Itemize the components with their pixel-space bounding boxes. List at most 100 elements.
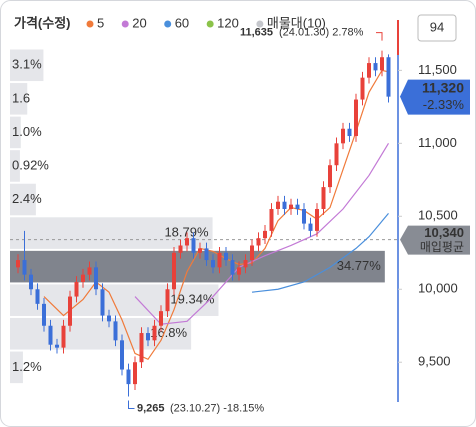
average-box	[400, 225, 470, 255]
candle-body	[321, 187, 326, 209]
y-tick-label: 11,500	[418, 62, 457, 77]
candle-body	[94, 267, 98, 290]
profile-label: 1.6	[12, 90, 30, 105]
candle-body	[48, 325, 53, 345]
candle-body	[347, 128, 352, 137]
y-tick-label: 11,000	[418, 135, 457, 150]
profile-bar	[10, 49, 44, 82]
candle-body	[165, 289, 170, 312]
candle-body	[22, 260, 27, 275]
average-text: 매입평균	[420, 240, 464, 254]
candle-body	[29, 274, 33, 290]
profile-bar	[10, 116, 21, 149]
profile-bar	[10, 250, 385, 283]
candle-body	[256, 238, 261, 246]
profile-bar	[10, 83, 28, 115]
candle-body	[204, 248, 209, 261]
current-box	[400, 79, 470, 115]
candle-body	[61, 325, 66, 348]
candle-body	[198, 248, 202, 253]
profile-bar	[10, 183, 36, 216]
legend-label: 120	[217, 15, 239, 30]
candle-body	[243, 260, 248, 268]
candle-body	[74, 281, 79, 297]
candle-body	[354, 99, 358, 137]
high-detail: (24.01.30) 2.78%	[279, 27, 364, 39]
legend-label: 5	[97, 15, 104, 30]
candle-body	[289, 204, 293, 209]
candle-body	[178, 245, 183, 253]
candle-body	[172, 252, 176, 290]
candle-body	[35, 289, 40, 304]
candle-body	[107, 315, 111, 322]
candle-body	[133, 362, 137, 385]
legend-dot	[86, 20, 94, 28]
y-tick-label: 9,500	[418, 354, 451, 369]
current-change: -2.33%	[423, 97, 465, 112]
profile-label: 1.0%	[12, 124, 42, 139]
low-label: 9,265	[137, 402, 165, 414]
legend-label: 60	[175, 15, 189, 30]
legend-dot	[164, 20, 172, 28]
profile-label: 1.2%	[12, 359, 42, 374]
badge-box[interactable]	[417, 14, 457, 42]
candle-body	[224, 252, 228, 261]
high-pointer	[376, 32, 383, 41]
profile-bar	[10, 351, 23, 384]
candle-body	[269, 209, 274, 231]
legend-title: 가격(수정)	[14, 15, 71, 30]
candle-body	[68, 296, 72, 326]
candle-body	[146, 333, 150, 341]
candle-body	[81, 274, 85, 282]
candle-body	[211, 260, 215, 268]
candle-body	[360, 77, 365, 100]
candle-body	[191, 238, 196, 253]
candle-body	[230, 260, 235, 275]
low-pointer	[128, 400, 135, 410]
candle-body	[55, 344, 59, 348]
y-tick-label: 10,000	[418, 281, 458, 296]
candle-body	[237, 267, 241, 275]
candle-body	[126, 369, 131, 385]
candle-body	[315, 209, 319, 231]
low-detail: (23.10.27) -18.15%	[170, 402, 264, 414]
candle-body	[334, 143, 339, 166]
candle-body	[139, 333, 144, 363]
candle-body	[42, 303, 46, 326]
y-tick-label: 10,500	[418, 208, 458, 223]
high-label: 11,635	[240, 27, 273, 39]
profile-label: 18.79%	[164, 225, 209, 240]
candle-body	[302, 209, 306, 224]
candle-body	[341, 128, 345, 144]
candle-body	[373, 63, 378, 71]
legend-dot	[206, 20, 214, 28]
candle-body	[87, 267, 92, 275]
candle-body	[282, 201, 287, 209]
candle-body	[295, 204, 300, 209]
profile-label: 19.34%	[170, 292, 215, 307]
candle-body	[113, 321, 118, 341]
profile-label: 2.4%	[12, 191, 42, 206]
badge[interactable]: 94	[430, 19, 444, 34]
candle-body	[328, 165, 332, 188]
candle-body	[120, 340, 124, 370]
profile-label: 3.1%	[12, 57, 42, 72]
profile-label: 34.77%	[337, 258, 382, 273]
legend-label: 20	[132, 15, 146, 30]
candle-body	[386, 57, 391, 97]
candle-body	[367, 63, 371, 78]
candle-body	[16, 260, 20, 268]
profile-bar	[10, 150, 20, 182]
profile-label: 0.92%	[12, 157, 49, 172]
profile-label: 16.8%	[150, 325, 187, 340]
legend-dot	[121, 20, 129, 28]
candle-body	[152, 325, 157, 341]
candle-body	[308, 223, 313, 231]
average-price: 10,340	[424, 225, 464, 240]
current-price: 11,320	[422, 79, 464, 95]
candle-body	[185, 238, 189, 246]
candle-body	[250, 245, 254, 261]
legend-label: 매물대(10)	[267, 15, 326, 30]
candle-body	[263, 230, 267, 239]
